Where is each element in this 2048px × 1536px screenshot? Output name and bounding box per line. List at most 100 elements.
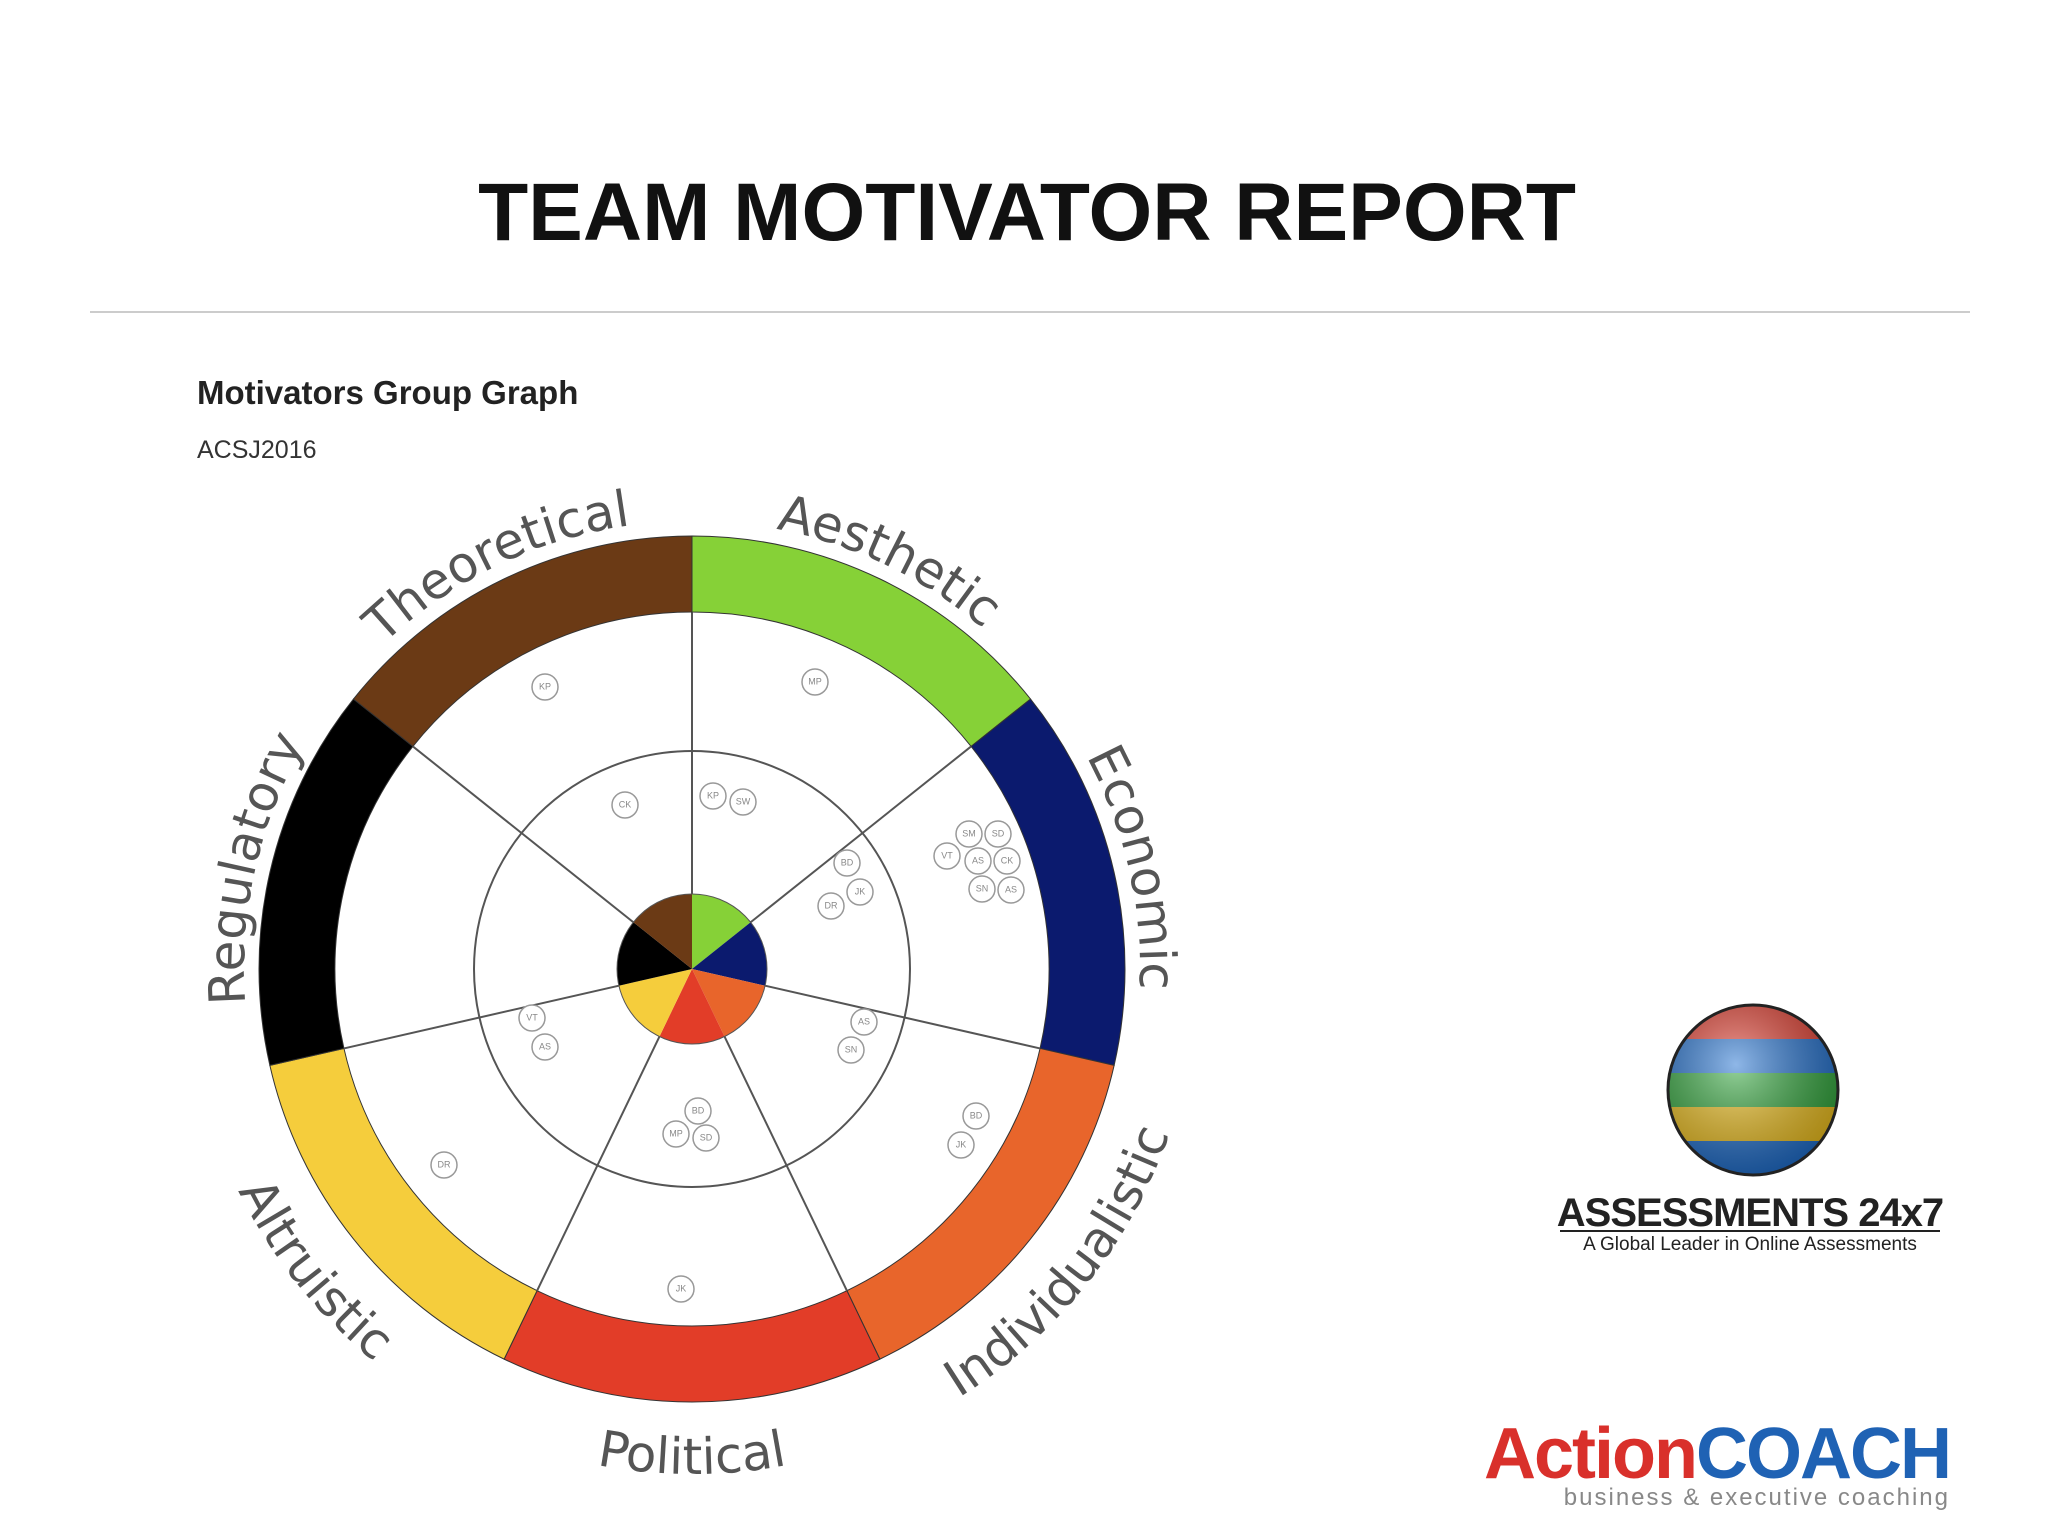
marker-initials: JK xyxy=(676,1283,687,1293)
coach-word: COACH xyxy=(1696,1414,1950,1494)
spoke xyxy=(723,1036,848,1292)
participant-marker: JK xyxy=(667,1275,695,1303)
marker-circle xyxy=(833,849,861,877)
marker-initials: JK xyxy=(956,1139,967,1149)
participant-marker: MP xyxy=(662,1120,690,1148)
marker-circle xyxy=(993,847,1021,875)
participant-marker: MP xyxy=(801,668,829,696)
actioncoach-name: ActionCOACH xyxy=(1484,1414,1950,1494)
marker-initials: VT xyxy=(526,1012,538,1022)
marker-circle xyxy=(667,1275,695,1303)
marker-initials: MP xyxy=(808,676,822,686)
participant-marker: AS xyxy=(531,1033,559,1061)
hub-outline xyxy=(616,893,768,1045)
marker-circle xyxy=(801,668,829,696)
marker-circle xyxy=(962,1102,990,1130)
marker-initials: SN xyxy=(845,1044,858,1054)
marker-circle xyxy=(430,1151,458,1179)
spoke xyxy=(536,1036,661,1292)
assessments-logo: ASSESSMENTS 24x7 A Global Leader in Onli… xyxy=(1557,1003,1944,1255)
participant-marker: AS xyxy=(850,1008,878,1036)
actioncoach-tagline: business & executive coaching xyxy=(1564,1484,1950,1511)
marker-circle xyxy=(968,875,996,903)
hub-segment xyxy=(633,894,692,969)
hub-segment xyxy=(692,922,767,986)
spoke xyxy=(343,984,620,1050)
marker-initials: AS xyxy=(858,1016,870,1026)
marker-circle xyxy=(699,782,727,810)
marker-circle xyxy=(933,842,961,870)
segment-label: Political xyxy=(594,1420,789,1486)
participant-marker: BD xyxy=(833,849,861,877)
marker-circle xyxy=(964,847,992,875)
marker-initials: AS xyxy=(972,855,984,865)
marker-initials: SD xyxy=(992,828,1005,838)
marker-initials: AS xyxy=(539,1041,551,1051)
segment-label-path: Political xyxy=(594,1420,789,1486)
marker-circle xyxy=(997,876,1025,904)
participant-marker: CK xyxy=(993,847,1021,875)
participant-marker: CK xyxy=(611,791,639,819)
participant-marker: SW xyxy=(729,788,757,816)
marker-circle xyxy=(531,1033,559,1061)
marker-circle xyxy=(955,820,983,848)
motivator-wheel: AestheticEconomicIndividualisticPolitica… xyxy=(198,480,1186,1486)
middle-ring xyxy=(473,750,911,1188)
marker-circle xyxy=(692,1124,720,1152)
marker-initials: SW xyxy=(736,796,751,806)
marker-circle xyxy=(729,788,757,816)
marker-initials: AS xyxy=(1005,884,1017,894)
marker-initials: BD xyxy=(841,857,854,867)
marker-circle xyxy=(846,878,874,906)
spoke xyxy=(412,745,634,924)
participant-marker: SD xyxy=(692,1124,720,1152)
participant-marker: DR xyxy=(430,1151,458,1179)
participant-marker: KP xyxy=(531,673,559,701)
slide-title: TEAM MOTIVATOR REPORT xyxy=(478,167,1576,258)
marker-circle xyxy=(611,791,639,819)
assessments-name: ASSESSMENTS 24x7 xyxy=(1557,1191,1943,1235)
hub-segment xyxy=(659,969,725,1044)
spoke xyxy=(764,984,1041,1050)
marker-circle xyxy=(947,1131,975,1159)
graph-subtitle: ACSJ2016 xyxy=(197,436,317,464)
marker-circle xyxy=(817,892,845,920)
marker-circle xyxy=(684,1097,712,1125)
assessments-tagline: A Global Leader in Online Assessments xyxy=(1583,1234,1917,1255)
marker-initials: MP xyxy=(669,1128,683,1138)
marker-initials: JK xyxy=(855,886,866,896)
marker-circle xyxy=(984,820,1012,848)
participant-marker: SN xyxy=(968,875,996,903)
participant-marker: SN xyxy=(837,1036,865,1064)
marker-initials: KP xyxy=(707,790,719,800)
participant-marker: AS xyxy=(964,847,992,875)
ring-segment xyxy=(352,535,693,748)
marker-initials: DR xyxy=(825,900,838,910)
marker-initials: SN xyxy=(976,883,989,893)
participant-marker: SM xyxy=(955,820,983,848)
marker-initials: BD xyxy=(692,1105,705,1115)
marker-circle xyxy=(518,1004,546,1032)
participant-marker: BD xyxy=(962,1102,990,1130)
marker-initials: VT xyxy=(941,850,953,860)
actioncoach-logo: ActionCOACH business & executive coachin… xyxy=(1484,1414,1952,1511)
marker-initials: SM xyxy=(962,828,976,838)
participant-marker: JK xyxy=(947,1131,975,1159)
participant-marker: DR xyxy=(817,892,845,920)
hub-segment xyxy=(617,922,692,986)
hub-segment xyxy=(692,894,751,969)
marker-initials: BD xyxy=(970,1110,983,1120)
participant-marker: AS xyxy=(997,876,1025,904)
marker-initials: CK xyxy=(619,799,632,809)
participant-marker: VT xyxy=(933,842,961,870)
marker-initials: CK xyxy=(1001,855,1014,865)
marker-circle xyxy=(850,1008,878,1036)
marker-initials: DR xyxy=(438,1159,451,1169)
marker-circle xyxy=(531,673,559,701)
graph-title: Motivators Group Graph xyxy=(197,374,578,411)
participant-marker: VT xyxy=(518,1004,546,1032)
participant-marker: SD xyxy=(984,820,1012,848)
participant-marker: BD xyxy=(684,1097,712,1125)
